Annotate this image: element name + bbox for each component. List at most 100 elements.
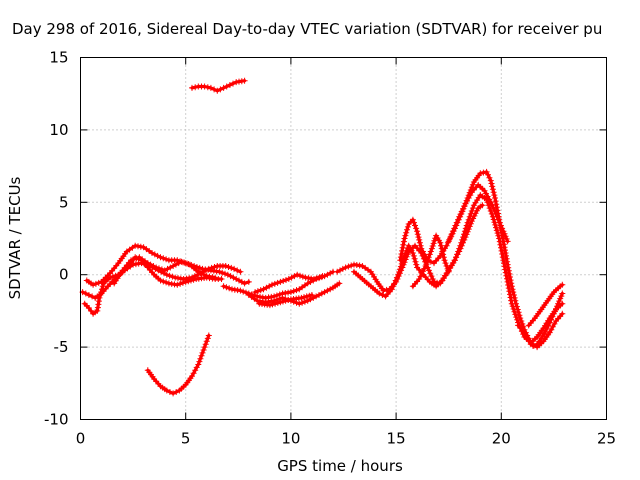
data-point-marker xyxy=(396,269,403,275)
data-point-marker xyxy=(495,232,502,239)
data-point-marker xyxy=(457,242,464,249)
series-arc-17 xyxy=(525,281,566,329)
data-point-marker xyxy=(411,255,418,262)
data-point-marker xyxy=(452,225,458,232)
data-point-marker xyxy=(486,174,493,181)
data-point-marker xyxy=(154,252,161,259)
data-point-marker xyxy=(205,265,212,272)
data-point-marker xyxy=(460,205,467,212)
data-point-marker xyxy=(438,242,444,249)
data-point-marker xyxy=(179,279,186,286)
data-point-marker xyxy=(463,197,470,204)
data-point-marker xyxy=(489,202,495,209)
y-tick-label: -10 xyxy=(44,411,69,429)
data-point-marker xyxy=(506,270,513,277)
data-point-marker xyxy=(163,279,170,286)
data-point-marker xyxy=(222,263,229,269)
data-point-marker xyxy=(398,251,405,257)
data-point-marker xyxy=(477,170,484,177)
data-point-marker xyxy=(195,361,202,368)
data-point-marker xyxy=(423,260,430,267)
data-point-marker xyxy=(487,199,494,206)
data-point-marker xyxy=(380,287,387,294)
data-point-marker xyxy=(497,222,504,229)
x-tick-label: 25 xyxy=(597,430,616,448)
data-point-marker xyxy=(178,258,185,265)
data-point-marker xyxy=(403,229,410,236)
data-point-marker xyxy=(269,281,275,288)
data-point-marker xyxy=(200,271,207,278)
data-point-marker xyxy=(299,273,306,280)
plot-frame xyxy=(80,57,607,420)
data-point-marker xyxy=(485,171,491,178)
data-point-marker xyxy=(505,267,512,274)
data-point-marker xyxy=(184,260,191,267)
data-point-marker xyxy=(196,264,203,271)
data-point-marker xyxy=(505,264,512,271)
data-point-marker xyxy=(507,274,513,280)
data-point-marker xyxy=(220,283,227,290)
data-point-marker xyxy=(494,207,501,214)
data-point-marker xyxy=(318,290,325,297)
data-point-marker xyxy=(404,226,410,233)
data-point-marker xyxy=(543,325,550,332)
data-point-marker xyxy=(266,302,273,309)
data-point-marker xyxy=(558,293,565,300)
data-point-marker xyxy=(500,241,507,248)
data-point-marker xyxy=(479,202,486,209)
data-point-marker xyxy=(457,213,464,220)
data-point-marker xyxy=(237,268,244,275)
data-point-marker xyxy=(228,264,235,271)
data-point-marker xyxy=(303,293,310,300)
data-point-marker xyxy=(426,251,433,258)
chart-title: Day 298 of 2016, Sidereal Day-to-day VTE… xyxy=(12,20,602,38)
series-arc-15 xyxy=(409,232,452,290)
data-point-marker xyxy=(163,387,170,394)
data-point-marker xyxy=(324,287,331,294)
data-point-marker xyxy=(388,286,395,293)
data-point-marker xyxy=(383,286,390,293)
data-point-marker xyxy=(177,280,184,287)
data-point-marker xyxy=(399,244,406,251)
series-arc-5 xyxy=(144,332,212,397)
data-point-marker xyxy=(439,248,446,255)
y-tick-label: 15 xyxy=(49,49,68,67)
data-point-marker xyxy=(291,273,298,280)
data-point-marker xyxy=(196,358,203,365)
series-trace xyxy=(398,183,510,265)
x-tick-label: 20 xyxy=(492,430,511,448)
data-point-marker xyxy=(271,280,278,287)
data-point-marker xyxy=(216,268,223,275)
data-point-marker xyxy=(252,289,259,296)
data-point-marker xyxy=(492,198,499,205)
data-point-marker xyxy=(166,272,173,279)
data-point-marker xyxy=(549,313,556,320)
data-point-marker xyxy=(493,224,499,231)
data-point-marker xyxy=(254,288,261,295)
data-point-marker xyxy=(274,279,281,286)
data-point-marker xyxy=(191,273,198,280)
data-point-marker xyxy=(555,300,562,307)
data-point-marker xyxy=(454,251,461,258)
series-arc-9 xyxy=(252,271,326,296)
data-point-marker xyxy=(226,82,233,88)
data-point-marker xyxy=(199,349,206,356)
data-point-marker xyxy=(393,274,400,281)
y-axis: -10 -5 0 5 10 15 xyxy=(44,49,607,429)
data-point-marker xyxy=(491,219,498,226)
data-point-marker xyxy=(440,251,447,258)
data-point-marker xyxy=(280,278,287,284)
data-point-marker xyxy=(192,84,199,91)
data-point-marker xyxy=(94,307,101,314)
data-point-marker xyxy=(263,284,270,291)
data-point-marker xyxy=(348,262,355,269)
data-point-marker xyxy=(277,278,284,285)
data-point-marker xyxy=(231,265,238,272)
data-point-marker xyxy=(218,276,225,282)
data-point-marker xyxy=(285,276,292,282)
data-point-marker xyxy=(530,342,537,349)
data-point-marker xyxy=(453,222,460,229)
data-point-marker xyxy=(490,205,497,212)
data-point-marker xyxy=(212,274,219,281)
data-point-marker xyxy=(157,254,164,261)
